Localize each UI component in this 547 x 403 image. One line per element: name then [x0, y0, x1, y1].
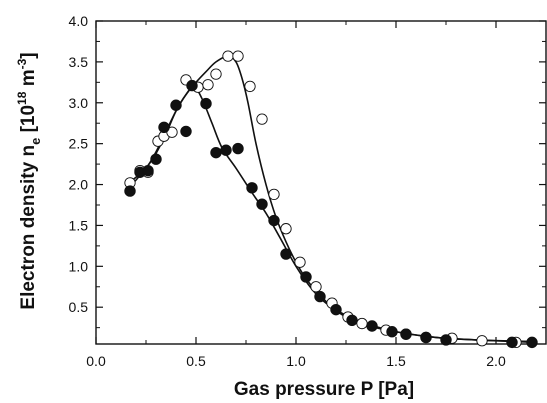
- x-tick-label: 2.0: [486, 353, 506, 369]
- y-tick-label: 4.0: [69, 13, 89, 29]
- x-axis-title: Gas pressure P [Pa]: [234, 379, 414, 400]
- filled-data-point: [268, 214, 280, 227]
- filled-data-point: [256, 198, 268, 210]
- y-axis-title: Electron density ne [1018 m-3]: [15, 52, 43, 309]
- filled-data-point: [150, 153, 162, 165]
- open-data-point: [310, 281, 322, 293]
- y-axis-title-unit-exponent: -3: [15, 58, 29, 69]
- open-data-point: [244, 80, 256, 93]
- filled-data-point: [200, 97, 212, 110]
- filled-data-point: [246, 182, 258, 194]
- filled-data-point: [400, 328, 412, 340]
- filled-data-point: [440, 334, 452, 346]
- open-data-point: [210, 68, 222, 80]
- filled-data-point: [366, 320, 378, 332]
- y-axis-title-exponent: 18: [15, 91, 29, 105]
- filled-data-point: [220, 144, 232, 156]
- y-axis-title-subscript: e: [28, 138, 43, 145]
- y-axis-title-unit-mid: m: [18, 69, 39, 91]
- filled-data-point: [142, 164, 154, 177]
- axis-labels: Gas pressure P [Pa] Electron density ne …: [15, 52, 414, 400]
- y-tick-label: 3.0: [69, 95, 89, 111]
- filled-data-point: [314, 290, 326, 303]
- filled-data-point: [330, 303, 342, 316]
- y-axis-title-prefix: Electron density n: [18, 145, 39, 310]
- open-data-point: [222, 50, 234, 62]
- filled-data-point: [506, 336, 518, 349]
- x-tick-label: 1.0: [286, 353, 306, 369]
- filled-data-point: [180, 125, 192, 138]
- open-data-point: [294, 256, 306, 268]
- open-data-point: [268, 188, 280, 201]
- y-tick-label: 2.5: [69, 136, 89, 152]
- open-data-point: [232, 50, 244, 62]
- x-tick-label: 1.5: [386, 353, 406, 369]
- x-tick-label: 0.0: [86, 353, 106, 369]
- filled-data-point: [300, 271, 312, 283]
- filled-data-point: [186, 79, 198, 92]
- filled-data-point: [526, 336, 538, 349]
- open-data-point: [476, 335, 488, 347]
- filled-data-point: [158, 121, 170, 134]
- x-tick-label: 0.5: [186, 353, 206, 369]
- filled-data-point: [232, 142, 244, 155]
- axes: 0.0 0.5 1.0 1.5 2.0 0.5 1.0 1.5 2.0 2.5 3.0 3.5 4.0: [69, 13, 547, 369]
- filled-data-point: [170, 99, 182, 111]
- open-data-point: [202, 79, 214, 91]
- y-tick-label: 1.0: [69, 258, 89, 274]
- filled-data-point: [420, 331, 432, 344]
- filled-data-point: [210, 146, 222, 159]
- open-data-point: [256, 113, 268, 125]
- filled-data-point: [280, 248, 292, 260]
- y-axis-title-unit-close: ]: [18, 52, 39, 58]
- y-axis-title-unit-open: [10: [18, 105, 39, 138]
- filled-data-point: [386, 326, 398, 338]
- plot-frame: [95, 20, 547, 345]
- open-data-point: [356, 317, 368, 330]
- filled-data-point: [346, 314, 358, 326]
- y-tick-label: 2.0: [69, 177, 89, 193]
- filled-data-point: [124, 185, 136, 197]
- y-tick-label: 3.5: [69, 54, 89, 70]
- data-markers: [124, 50, 538, 349]
- open-data-point: [280, 223, 292, 235]
- y-tick-label: 1.5: [69, 217, 89, 233]
- y-tick-label: 0.5: [69, 299, 89, 315]
